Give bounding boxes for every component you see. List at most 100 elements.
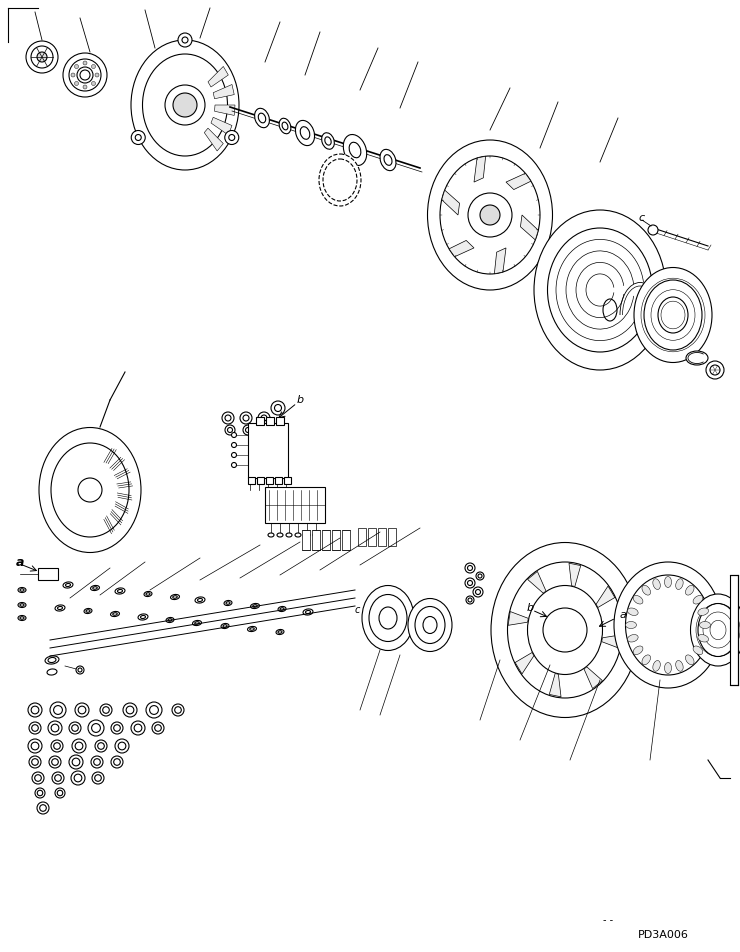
Ellipse shape xyxy=(628,635,638,642)
Ellipse shape xyxy=(534,210,666,370)
Circle shape xyxy=(111,756,123,768)
Ellipse shape xyxy=(18,587,26,592)
Ellipse shape xyxy=(45,656,59,664)
Circle shape xyxy=(225,425,235,435)
Ellipse shape xyxy=(665,663,671,673)
Ellipse shape xyxy=(304,533,310,537)
Circle shape xyxy=(243,425,253,435)
Ellipse shape xyxy=(39,427,141,552)
Ellipse shape xyxy=(276,629,284,635)
Text: a: a xyxy=(16,556,24,568)
Ellipse shape xyxy=(665,577,671,587)
Circle shape xyxy=(92,82,95,86)
Bar xyxy=(342,530,350,550)
Text: c: c xyxy=(355,605,360,615)
Ellipse shape xyxy=(255,109,269,128)
Ellipse shape xyxy=(362,585,414,650)
Circle shape xyxy=(100,704,112,716)
Ellipse shape xyxy=(676,579,683,589)
Circle shape xyxy=(72,739,86,753)
Ellipse shape xyxy=(699,622,710,628)
Circle shape xyxy=(69,755,83,769)
Polygon shape xyxy=(442,190,460,215)
Circle shape xyxy=(131,721,145,735)
Circle shape xyxy=(95,740,107,752)
Circle shape xyxy=(271,401,285,415)
Ellipse shape xyxy=(47,669,57,675)
Circle shape xyxy=(88,720,104,736)
Bar xyxy=(266,477,273,484)
Circle shape xyxy=(543,608,587,652)
Polygon shape xyxy=(215,105,235,115)
Ellipse shape xyxy=(603,299,617,321)
Bar xyxy=(378,528,386,546)
Ellipse shape xyxy=(286,533,292,537)
Ellipse shape xyxy=(379,607,397,629)
Circle shape xyxy=(52,772,64,784)
Circle shape xyxy=(232,452,237,458)
Circle shape xyxy=(69,722,81,734)
Polygon shape xyxy=(213,85,235,99)
Circle shape xyxy=(225,130,239,145)
Circle shape xyxy=(706,361,724,379)
Ellipse shape xyxy=(166,618,174,623)
Ellipse shape xyxy=(90,585,99,590)
Circle shape xyxy=(232,463,237,467)
Circle shape xyxy=(465,578,475,588)
Ellipse shape xyxy=(693,646,703,655)
Ellipse shape xyxy=(84,608,92,613)
Circle shape xyxy=(83,61,87,65)
Ellipse shape xyxy=(642,655,650,664)
Ellipse shape xyxy=(633,595,643,604)
Circle shape xyxy=(146,702,162,718)
Ellipse shape xyxy=(693,595,703,604)
Polygon shape xyxy=(474,156,485,182)
Text: - -: - - xyxy=(603,915,613,925)
Ellipse shape xyxy=(319,154,361,206)
Bar xyxy=(265,487,325,523)
Ellipse shape xyxy=(268,533,274,537)
Polygon shape xyxy=(549,673,561,697)
Circle shape xyxy=(50,702,66,718)
Ellipse shape xyxy=(224,601,232,605)
Text: b: b xyxy=(297,395,304,405)
Circle shape xyxy=(240,412,252,424)
Polygon shape xyxy=(211,117,232,135)
Circle shape xyxy=(29,722,41,734)
Circle shape xyxy=(480,205,500,225)
Ellipse shape xyxy=(138,614,148,620)
Circle shape xyxy=(51,740,63,752)
Circle shape xyxy=(76,666,84,674)
Ellipse shape xyxy=(653,661,660,671)
Bar xyxy=(257,477,264,484)
Ellipse shape xyxy=(221,624,229,628)
Bar xyxy=(276,417,284,425)
Circle shape xyxy=(165,85,205,125)
Ellipse shape xyxy=(686,351,708,365)
Bar xyxy=(322,530,330,550)
Ellipse shape xyxy=(303,609,313,615)
Circle shape xyxy=(28,739,42,753)
Ellipse shape xyxy=(322,132,334,149)
Circle shape xyxy=(258,412,270,424)
Bar xyxy=(38,568,58,580)
Ellipse shape xyxy=(278,606,286,611)
Polygon shape xyxy=(494,248,506,274)
Circle shape xyxy=(648,225,658,235)
Circle shape xyxy=(92,65,95,69)
Bar xyxy=(248,477,255,484)
Polygon shape xyxy=(569,564,581,586)
Ellipse shape xyxy=(428,140,553,290)
Ellipse shape xyxy=(279,118,291,133)
Ellipse shape xyxy=(642,585,650,595)
Circle shape xyxy=(77,67,93,83)
Ellipse shape xyxy=(248,626,257,631)
Ellipse shape xyxy=(408,599,452,651)
Ellipse shape xyxy=(676,661,683,671)
Ellipse shape xyxy=(170,594,180,600)
Ellipse shape xyxy=(380,149,396,170)
Ellipse shape xyxy=(313,533,319,537)
Bar xyxy=(388,528,396,546)
Circle shape xyxy=(75,65,78,69)
Ellipse shape xyxy=(423,617,437,633)
